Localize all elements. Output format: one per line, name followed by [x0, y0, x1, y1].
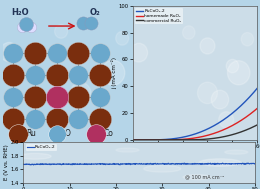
RuCoO₂-2 — [227, 115, 230, 117]
Point — [11, 51, 16, 54]
Circle shape — [211, 90, 229, 109]
Circle shape — [219, 112, 234, 128]
Point — [33, 96, 37, 99]
RuCoO₂-2 — [197, 163, 200, 165]
Circle shape — [144, 165, 181, 172]
homemade RuO₂ — [164, 139, 167, 141]
RuCoO₂-2 — [63, 163, 66, 165]
Circle shape — [19, 153, 51, 159]
Circle shape — [183, 26, 195, 39]
Point — [55, 96, 59, 99]
Point — [33, 51, 37, 54]
RuCoO₂-2 — [131, 139, 134, 141]
Point — [55, 96, 59, 99]
Point — [89, 21, 94, 24]
homemade RuO₂ — [154, 139, 157, 141]
Circle shape — [116, 148, 139, 152]
RuCoO₂-2 — [154, 139, 157, 141]
Point — [55, 51, 59, 54]
Line: homemade RuO₂: homemade RuO₂ — [133, 106, 260, 140]
Y-axis label: j (mA cm⁻²): j (mA cm⁻²) — [111, 57, 117, 89]
Point — [11, 118, 16, 121]
Point — [11, 96, 16, 99]
homemade RuO₂ — [131, 139, 134, 141]
commercial RuO₂ — [154, 139, 157, 141]
Point — [76, 96, 81, 99]
RuCoO₂-2 — [216, 122, 219, 125]
Circle shape — [55, 24, 68, 38]
homemade RuO₂ — [227, 126, 230, 129]
Circle shape — [198, 82, 217, 104]
Text: H₂O: H₂O — [11, 8, 29, 17]
Point — [81, 21, 85, 24]
Point — [20, 26, 24, 29]
Point — [94, 132, 98, 136]
commercial RuO₂ — [206, 138, 209, 140]
X-axis label: E (V vs. RHE): E (V vs. RHE) — [177, 150, 213, 155]
RuCoO₂-2 — [164, 138, 167, 141]
Line: commercial RuO₂: commercial RuO₂ — [133, 123, 260, 140]
Circle shape — [0, 42, 18, 62]
Circle shape — [183, 175, 211, 180]
homemade RuO₂ — [258, 105, 260, 107]
RuCoO₂-2 — [32, 164, 35, 166]
homemade RuO₂ — [216, 131, 219, 133]
Point — [55, 74, 59, 77]
Text: Co: Co — [104, 129, 114, 139]
Circle shape — [101, 60, 125, 85]
RuCoO₂-2 — [177, 163, 180, 165]
commercial RuO₂ — [164, 139, 167, 141]
Point — [24, 22, 29, 25]
Circle shape — [225, 150, 248, 154]
Circle shape — [130, 43, 148, 62]
Legend: RuCoO₂-2: RuCoO₂-2 — [26, 144, 57, 151]
homemade RuO₂ — [189, 138, 192, 140]
Point — [16, 132, 20, 136]
Line: RuCoO₂-2: RuCoO₂-2 — [23, 163, 255, 165]
Point — [98, 51, 102, 54]
Point — [98, 96, 102, 99]
Point — [76, 74, 81, 77]
RuCoO₂-2 — [82, 163, 85, 165]
commercial RuO₂ — [131, 139, 134, 141]
Point — [55, 118, 59, 121]
RuCoO₂-2 — [206, 128, 209, 130]
Point — [33, 118, 37, 121]
commercial RuO₂ — [258, 122, 260, 125]
RuCoO₂-2 — [22, 163, 25, 165]
Legend: RuCoO₂-2, homemade RuO₂, commercial RuO₂: RuCoO₂-2, homemade RuO₂, commercial RuO₂ — [135, 8, 183, 24]
Text: @ 100 mA cm⁻²: @ 100 mA cm⁻² — [185, 174, 225, 179]
Y-axis label: E (V vs. RHE): E (V vs. RHE) — [4, 145, 9, 180]
Point — [11, 74, 16, 77]
RuCoO₂-2 — [159, 163, 162, 165]
Circle shape — [70, 82, 91, 105]
Text: O₂: O₂ — [89, 8, 100, 17]
Line: RuCoO₂-2: RuCoO₂-2 — [133, 85, 260, 140]
RuCoO₂-2 — [258, 84, 260, 86]
commercial RuO₂ — [189, 139, 192, 141]
RuCoO₂-2 — [189, 134, 192, 137]
Point — [76, 51, 81, 54]
Point — [76, 118, 81, 121]
Circle shape — [92, 113, 108, 129]
Circle shape — [241, 33, 254, 46]
Text: O: O — [65, 129, 71, 139]
Point — [98, 74, 102, 77]
Point — [33, 74, 37, 77]
Circle shape — [226, 59, 239, 73]
RuCoO₂-2 — [253, 163, 256, 165]
Circle shape — [199, 159, 241, 166]
Text: Ru: Ru — [26, 129, 36, 139]
Circle shape — [228, 61, 250, 85]
homemade RuO₂ — [206, 134, 209, 136]
RuCoO₂-2 — [127, 162, 130, 165]
commercial RuO₂ — [216, 137, 219, 139]
Point — [55, 132, 59, 136]
Circle shape — [200, 38, 215, 54]
RuCoO₂-2 — [183, 162, 186, 164]
Point — [98, 118, 102, 121]
Circle shape — [116, 31, 129, 45]
commercial RuO₂ — [227, 135, 230, 137]
Point — [29, 26, 33, 29]
